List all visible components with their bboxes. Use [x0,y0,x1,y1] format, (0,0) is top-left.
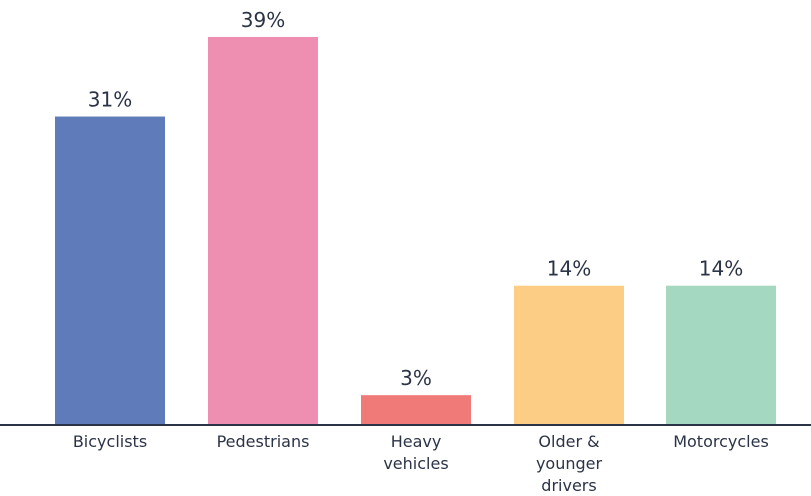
value-label-3: 14% [547,257,591,281]
category-label-line: Bicyclists [73,432,147,451]
category-label-1: Pedestrians [217,432,310,451]
bar-3 [514,285,624,425]
bar-2 [361,395,471,425]
category-label-line: Pedestrians [217,432,310,451]
value-labels-layer: 31% 39% 3% 14% 14% [88,8,743,390]
value-label-4: 14% [699,257,743,281]
category-label-line: drivers [541,476,596,495]
category-label-4: Motorcycles [673,432,769,451]
category-label-line: younger [536,454,603,473]
category-label-line: Motorcycles [673,432,769,451]
category-labels-layer: Bicyclists Pedestrians Heavy vehicles Older … [73,432,769,495]
category-label-line: vehicles [383,454,448,473]
value-label-0: 31% [88,88,132,112]
category-label-2: Heavy vehicles [383,432,448,473]
category-label-line: Heavy [391,432,442,451]
bar-4 [666,285,776,425]
bar-0 [55,116,165,426]
value-label-1: 39% [241,8,285,32]
value-label-2: 3% [400,366,432,390]
category-label-line: Older & [538,432,599,451]
bar-1 [208,36,318,425]
category-label-3: Older & younger drivers [536,432,603,495]
bars-layer [55,36,776,426]
category-label-0: Bicyclists [73,432,147,451]
